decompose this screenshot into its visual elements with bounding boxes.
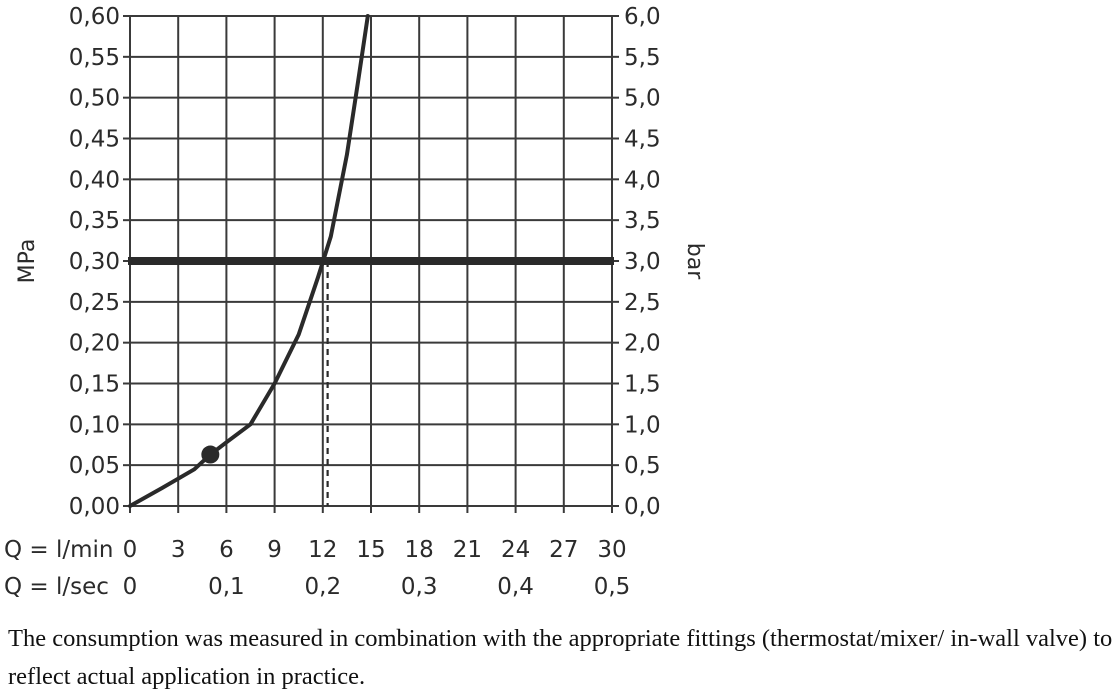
y-right-tick-label: 6,0 xyxy=(624,4,661,30)
y-right-tick-label: 3,0 xyxy=(624,249,661,275)
y-left-tick-label: 0,10 xyxy=(69,412,120,438)
y-right-tick-label: 5,5 xyxy=(624,45,661,71)
y-left-tick-label: 0,25 xyxy=(69,290,120,316)
y-left-tick-label: 0,45 xyxy=(69,127,120,153)
y-right-tick-label: 0,0 xyxy=(624,494,661,520)
x-row-label: Q = l/min xyxy=(4,537,114,563)
y-right-tick-label: 3,5 xyxy=(624,208,661,234)
y-right-tick-label: 2,0 xyxy=(624,331,661,357)
y-left-tick-label: 0,00 xyxy=(69,494,120,520)
y-left-tick-label: 0,30 xyxy=(69,249,120,275)
x-tick-label: 0 xyxy=(123,574,138,600)
x-tick-label: 9 xyxy=(267,537,282,563)
x-tick-label: 15 xyxy=(356,537,385,563)
y-right-tick-label: 2,5 xyxy=(624,290,661,316)
y-left-tick-label: 0,15 xyxy=(69,372,120,398)
reference-lines xyxy=(128,257,614,506)
y-left-tick-label: 0,50 xyxy=(69,86,120,112)
y-right-tick-label: 5,0 xyxy=(624,86,661,112)
x-tick-label: 27 xyxy=(549,537,578,563)
x-tick-label: 6 xyxy=(219,537,234,563)
y-right-tick-label: 1,0 xyxy=(624,412,661,438)
y-left-tick-label: 0,40 xyxy=(69,167,120,193)
x-tick-label: 3 xyxy=(171,537,186,563)
x-tick-label: 0,2 xyxy=(305,574,342,600)
y-axis-right-title: bar xyxy=(682,243,707,280)
y-left-tick-label: 0,60 xyxy=(69,4,120,30)
caption: The consumption was measured in combinat… xyxy=(8,625,1113,690)
y-axis-left-title: MPa xyxy=(15,239,40,284)
y-left-tick-label: 0,55 xyxy=(69,45,120,71)
x-tick-label: 0,4 xyxy=(497,574,534,600)
tick-labels: 0,00 0,00,05 0,50,10 1,00,15 1,50,20 2,00,25 2… xyxy=(4,4,661,600)
y-right-tick-label: 0,5 xyxy=(624,453,661,479)
y-left-tick-label: 0,20 xyxy=(69,331,120,357)
x-tick-label: 12 xyxy=(308,537,337,563)
data-point-marker xyxy=(201,445,220,464)
series xyxy=(128,14,370,508)
y-right-tick-label: 4,5 xyxy=(624,127,661,153)
y-left-tick-label: 0,05 xyxy=(69,453,120,479)
y-right-tick-label: 1,5 xyxy=(624,372,661,398)
x-tick-label: 24 xyxy=(501,537,530,563)
series-line xyxy=(128,14,370,508)
flow-pressure-chart: 0,00 0,00,05 0,50,10 1,00,15 1,50,20 2,00,25 2… xyxy=(4,4,707,600)
y-left-tick-label: 0,35 xyxy=(69,208,120,234)
x-tick-label: 0,1 xyxy=(208,574,245,600)
x-tick-label: 0,5 xyxy=(594,574,631,600)
y-right-tick-label: 4,0 xyxy=(624,167,661,193)
x-tick-label: 21 xyxy=(453,537,482,563)
x-tick-label: 0,3 xyxy=(401,574,438,600)
x-tick-label: 0 xyxy=(123,537,138,563)
x-tick-label: 30 xyxy=(597,537,626,563)
x-tick-label: 18 xyxy=(405,537,434,563)
x-row-label: Q = l/sec xyxy=(4,574,109,600)
